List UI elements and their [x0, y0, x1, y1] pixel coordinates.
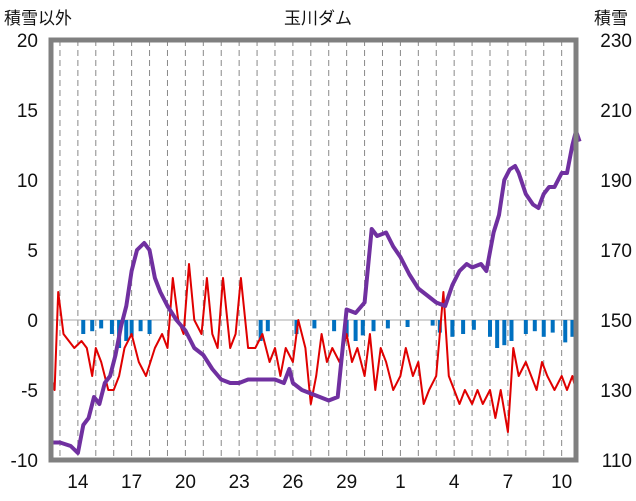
snowfall-bar — [487, 320, 492, 337]
grid-lines — [51, 40, 576, 460]
snowfall-bar — [541, 320, 546, 337]
x-tick-label: 10 — [551, 472, 572, 493]
temperature-line — [50, 263, 577, 433]
snowfall-bar — [371, 320, 376, 332]
snowfall-bar — [353, 320, 358, 341]
snowfall-bar — [129, 320, 134, 337]
snowfall-bar — [109, 320, 114, 334]
snowfall-bar — [495, 320, 500, 348]
snowfall-bar — [312, 320, 317, 329]
left-y-tick-label: 15 — [17, 101, 38, 122]
snowfall-bar — [405, 320, 410, 327]
chart-title: 玉川ダム — [284, 9, 352, 29]
x-tick-labels: 14 17 20 23 26 29 1 4 7 10 — [67, 472, 572, 493]
snowfall-bar — [450, 320, 455, 337]
x-tick-label: 23 — [229, 472, 250, 493]
snowfall-bar — [124, 320, 129, 341]
right-y-tick-label: 130 — [600, 381, 632, 402]
left-axis-label: 積雪以外 — [4, 9, 72, 29]
left-y-tick-label: 0 — [27, 311, 38, 332]
snowfall-bar — [360, 320, 365, 336]
x-tick-label: 1 — [395, 472, 406, 493]
x-tick-label: 4 — [449, 472, 460, 493]
snowfall-bar — [550, 320, 555, 333]
snowfall-bars — [81, 320, 575, 348]
left-y-tick-label: -10 — [11, 451, 38, 472]
left-y-tick-label: 10 — [17, 171, 38, 192]
snowfall-bar — [385, 320, 390, 329]
snowfall-bar — [138, 320, 143, 332]
snowfall-bar — [502, 320, 507, 346]
right-y-tick-label: 230 — [600, 31, 632, 52]
left-y-tick-labels: 20 15 10 5 0 -5 -10 — [11, 31, 38, 472]
snowfall-bar — [509, 320, 514, 341]
plot-frame — [48, 37, 579, 463]
snowfall-bar — [461, 320, 466, 334]
right-y-tick-label: 170 — [600, 241, 632, 262]
snowfall-bar — [471, 320, 476, 330]
right-y-tick-label: 210 — [600, 101, 632, 122]
series-lines — [50, 129, 582, 455]
x-tick-label: 14 — [67, 472, 89, 493]
snowfall-bar — [90, 320, 95, 332]
x-tick-label: 7 — [503, 472, 514, 493]
right-y-tick-label: 110 — [602, 451, 632, 472]
snowfall-bar — [563, 320, 568, 343]
snowfall-bar — [523, 320, 528, 334]
x-tick-label: 29 — [336, 472, 357, 493]
left-y-tick-label: 5 — [27, 241, 38, 262]
snow-depth-line — [51, 129, 582, 455]
right-y-tick-labels: 230 210 190 170 150 130 110 — [600, 31, 632, 472]
snowfall-bar — [570, 320, 575, 337]
right-y-tick-label: 190 — [600, 171, 632, 192]
snowfall-bar — [430, 320, 435, 326]
x-tick-label: 17 — [121, 472, 142, 493]
snowfall-bar — [265, 320, 270, 332]
right-axis-label: 積雪 — [594, 9, 628, 29]
x-tick-label: 20 — [175, 472, 196, 493]
snowfall-bar — [99, 320, 104, 329]
snowfall-bar — [258, 320, 263, 341]
snowfall-bar — [81, 320, 86, 334]
x-tick-label: 26 — [282, 472, 303, 493]
snowfall-bar — [532, 320, 537, 332]
snowfall-bar — [147, 320, 152, 334]
right-y-tick-label: 150 — [600, 311, 632, 332]
left-y-tick-label: -5 — [21, 381, 38, 402]
left-y-tick-label: 20 — [17, 31, 38, 52]
snowfall-bar — [332, 320, 337, 332]
